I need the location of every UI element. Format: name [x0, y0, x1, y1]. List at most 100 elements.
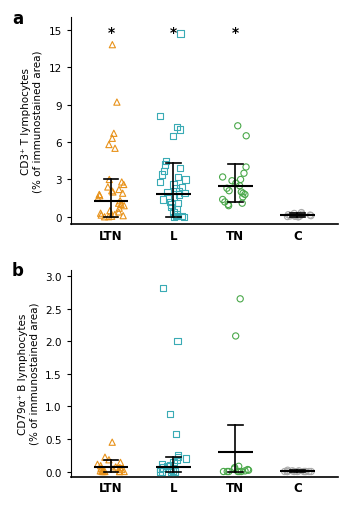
Point: [161, 464, 166, 472]
Point: [98, 462, 103, 470]
Point: [174, 124, 180, 132]
Point: [111, 130, 117, 138]
Point: [236, 463, 242, 471]
Point: [296, 213, 302, 221]
Point: [285, 466, 290, 474]
Point: [119, 179, 125, 187]
Point: [238, 468, 244, 476]
Point: [246, 466, 251, 474]
Point: [176, 174, 181, 182]
Point: [295, 213, 301, 221]
Point: [167, 461, 173, 469]
Point: [109, 187, 114, 195]
Point: [106, 176, 112, 184]
Point: [173, 430, 179, 438]
Text: b: b: [12, 262, 24, 280]
Point: [117, 197, 123, 206]
Point: [284, 468, 290, 476]
Point: [112, 211, 118, 219]
Text: *: *: [170, 26, 177, 40]
Point: [306, 468, 312, 476]
Point: [307, 212, 313, 220]
Point: [220, 174, 225, 182]
Point: [302, 468, 308, 476]
Point: [237, 182, 243, 190]
Point: [121, 468, 127, 476]
Point: [173, 212, 179, 220]
Point: [176, 191, 182, 199]
Point: [167, 410, 172, 418]
Point: [233, 180, 239, 188]
Point: [170, 467, 176, 475]
Point: [120, 190, 125, 198]
Point: [233, 332, 238, 340]
Point: [101, 468, 106, 476]
Point: [163, 158, 169, 166]
Point: [295, 468, 300, 476]
Point: [117, 464, 123, 472]
Point: [235, 123, 240, 131]
Point: [99, 468, 105, 476]
Point: [308, 212, 314, 220]
Point: [243, 164, 249, 172]
Point: [175, 451, 181, 460]
Point: [121, 181, 126, 189]
Point: [240, 190, 246, 198]
Point: [179, 183, 185, 191]
Text: *: *: [232, 26, 239, 40]
Point: [285, 213, 290, 221]
Point: [96, 191, 102, 199]
Point: [297, 213, 303, 221]
Point: [117, 468, 122, 476]
Point: [221, 468, 226, 476]
Point: [290, 212, 296, 220]
Point: [171, 181, 176, 189]
Y-axis label: CD3⁺ T lymphocytes
(% of immunostained area): CD3⁺ T lymphocytes (% of immunostained a…: [21, 50, 43, 193]
Point: [290, 467, 295, 475]
Point: [238, 188, 244, 196]
Point: [171, 458, 176, 466]
Point: [102, 213, 107, 221]
Point: [177, 187, 182, 195]
Point: [171, 209, 176, 217]
Point: [117, 468, 122, 476]
Point: [174, 456, 180, 464]
Point: [291, 210, 297, 218]
Point: [116, 186, 122, 194]
Point: [159, 171, 165, 179]
Point: [235, 468, 240, 476]
Point: [237, 468, 242, 476]
Point: [239, 200, 245, 208]
Point: [168, 468, 173, 476]
Point: [296, 467, 302, 475]
Text: a: a: [12, 10, 23, 28]
Point: [105, 183, 111, 191]
Point: [169, 201, 174, 209]
Point: [242, 467, 248, 475]
Point: [116, 200, 121, 208]
Point: [159, 468, 164, 476]
Point: [178, 30, 183, 38]
Point: [117, 205, 122, 213]
Point: [102, 468, 107, 476]
Y-axis label: CD79α⁺ B lymphocytes
(% of immunostained area): CD79α⁺ B lymphocytes (% of immunostained…: [18, 302, 39, 444]
Point: [98, 210, 103, 218]
Point: [160, 284, 165, 292]
Point: [161, 167, 167, 175]
Point: [110, 41, 115, 49]
Point: [299, 211, 305, 219]
Point: [165, 188, 170, 196]
Point: [165, 463, 170, 471]
Point: [118, 459, 123, 467]
Point: [183, 454, 188, 463]
Point: [110, 135, 115, 143]
Point: [95, 461, 100, 469]
Point: [240, 193, 246, 201]
Point: [118, 201, 124, 209]
Point: [161, 196, 166, 204]
Point: [282, 468, 288, 476]
Point: [107, 207, 113, 215]
Point: [222, 198, 228, 207]
Point: [226, 468, 232, 476]
Point: [241, 170, 247, 178]
